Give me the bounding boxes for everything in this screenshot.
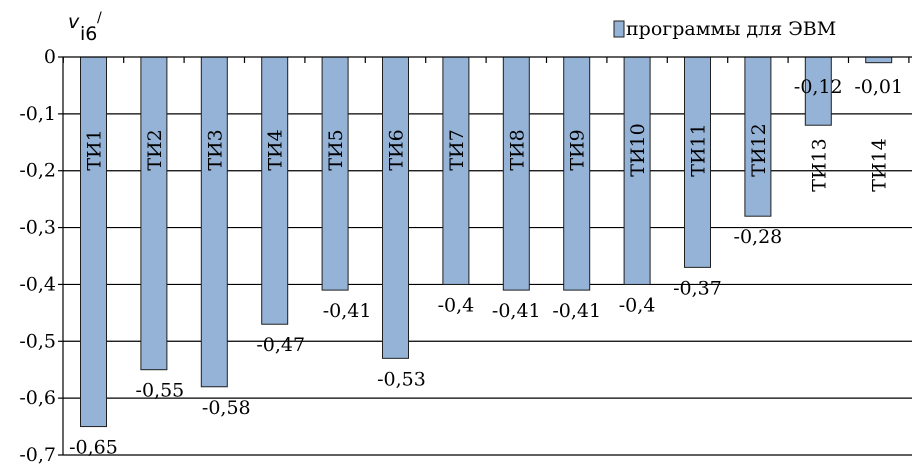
data-label: -0,4 [619,294,656,316]
legend: программы для ЭВМ [613,18,836,40]
legend-label: программы для ЭВМ [626,18,836,40]
data-label: -0,12 [794,76,843,98]
y-axis-label-prime: / [97,10,102,26]
category-label: ТИ3 [204,129,226,170]
y-tick-label: -0,1 [19,103,56,125]
category-label: ТИ4 [265,129,287,170]
category-label: ТИ1 [84,129,106,170]
bar [261,56,289,325]
y-tick-label: -0,2 [19,160,56,182]
bar [804,56,832,126]
category-label: ТИ5 [325,129,347,170]
category-label: ТИ10 [627,123,649,176]
data-label: -0,53 [377,368,426,390]
bar [865,56,893,64]
category-label: ТИ9 [567,129,589,170]
bars-layer [80,56,893,428]
y-axis-label: v i6 / [68,10,102,45]
y-tick-label: -0,3 [19,217,56,239]
y-axis-label-sub: i6 [80,23,97,45]
data-label: -0,41 [323,300,372,322]
bar [684,56,711,268]
bar [200,56,228,388]
y-tick-label: 0 [44,46,56,68]
data-label: -0,4 [438,294,475,316]
category-label: ТИ12 [748,123,770,176]
category-label: ТИ11 [688,123,710,176]
labels-layer: 0 -0,1 -0,2 -0,3 -0,4 -0,5 -0,6 -0,7 ТИ1 ТИ2 ТИ3 ТИ… [19,46,903,466]
axis-layer [58,56,912,456]
grid-layer [63,113,912,456]
data-label: -0,55 [136,380,185,402]
y-axis-label-main: v [68,11,80,33]
category-label: ТИ13 [808,138,830,191]
y-tick-label: -0,6 [19,387,56,409]
data-label: -0,41 [492,300,541,322]
data-label: -0,58 [202,397,251,419]
data-label: -0,41 [552,300,601,322]
y-tick-label: -0,7 [19,444,56,466]
data-label: -0,47 [256,334,305,356]
bar [563,56,591,291]
bar [321,56,349,291]
category-label: ТИ14 [869,138,891,191]
bar [744,56,772,217]
y-tick-label: -0,4 [19,273,56,295]
bar [80,56,107,428]
bar [382,56,409,359]
legend-swatch [613,20,625,38]
data-label: -0,65 [69,437,118,459]
bar [442,56,470,285]
data-label: -0,28 [734,226,783,248]
bar [140,56,168,371]
category-label: ТИ8 [506,129,528,170]
category-label: ТИ6 [386,129,408,170]
category-label: ТИ7 [446,129,468,170]
bar [623,56,651,285]
y-tick-label: -0,5 [19,330,56,352]
data-label: -0,01 [854,76,903,98]
bar [502,56,530,291]
category-label: ТИ2 [144,129,166,170]
data-label: -0,37 [673,277,722,299]
